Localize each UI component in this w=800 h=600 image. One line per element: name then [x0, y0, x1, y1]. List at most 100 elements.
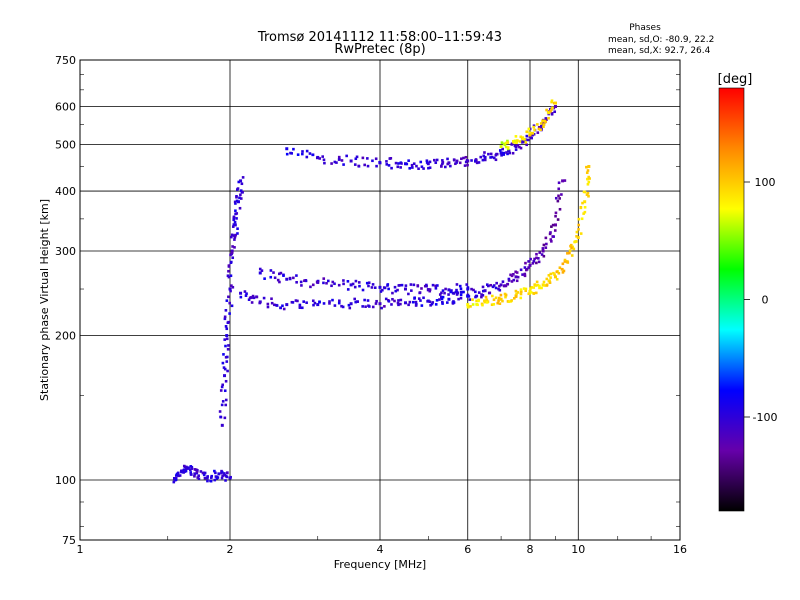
data-point [506, 152, 509, 156]
data-point [441, 295, 445, 299]
data-point [357, 164, 360, 168]
data-point [368, 305, 371, 308]
data-point [379, 290, 383, 293]
data-point [326, 279, 330, 283]
data-point [472, 288, 475, 292]
data-point [528, 292, 531, 295]
data-point [316, 303, 320, 307]
data-point [383, 286, 387, 290]
data-point [487, 152, 490, 156]
data-point [440, 297, 444, 301]
data-point [510, 280, 514, 283]
data-point [557, 181, 561, 185]
data-point [384, 297, 388, 301]
data-point [506, 141, 510, 144]
data-point [534, 291, 538, 295]
data-point [232, 215, 236, 219]
data-point [586, 177, 589, 181]
data-point [514, 275, 518, 279]
data-point [538, 284, 541, 288]
data-point [487, 291, 491, 295]
data-point [479, 155, 483, 159]
data-point [499, 145, 503, 149]
data-point [447, 288, 451, 292]
data-point [427, 166, 430, 170]
data-point [234, 202, 237, 205]
data-point [417, 297, 421, 300]
data-point [432, 158, 436, 162]
data-point [539, 128, 542, 131]
data-point [455, 293, 459, 296]
data-point [383, 305, 386, 308]
data-point [361, 156, 365, 160]
data-point [393, 299, 396, 303]
data-point [576, 236, 580, 240]
data-point [556, 199, 560, 203]
data-point [221, 474, 224, 478]
data-point [519, 288, 523, 291]
data-point [225, 337, 229, 341]
data-point [269, 275, 273, 279]
data-point [225, 327, 229, 331]
data-point [524, 261, 527, 265]
data-point [519, 296, 523, 300]
data-point [409, 283, 413, 286]
data-point [373, 286, 377, 289]
data-point [516, 275, 520, 279]
data-point [541, 283, 545, 287]
data-point [462, 156, 465, 160]
data-point [291, 301, 295, 304]
data-point [550, 240, 553, 243]
data-point [255, 295, 259, 299]
data-point [435, 158, 439, 162]
x-axis-ticks: 1 2 4 6 8 10 16 [77, 536, 687, 556]
data-point [414, 304, 418, 307]
data-point [223, 315, 227, 319]
data-point [226, 355, 229, 359]
data-point [428, 288, 432, 291]
data-point [500, 153, 503, 157]
data-point [553, 101, 557, 105]
data-point [561, 179, 565, 183]
data-point [501, 299, 504, 303]
data-point [302, 300, 306, 303]
y-axis-label: Stationary phase Virtual Height [km] [38, 199, 51, 401]
data-point [558, 197, 561, 200]
data-point [498, 284, 501, 288]
data-point [364, 305, 367, 308]
data-point [300, 306, 304, 310]
data-point [554, 211, 558, 215]
data-point [333, 304, 337, 307]
data-point [270, 297, 273, 301]
data-point [476, 303, 479, 307]
data-point [428, 160, 432, 164]
data-point [471, 298, 474, 301]
data-point [227, 344, 230, 347]
data-point [193, 474, 196, 478]
data-point [483, 300, 487, 304]
data-point [374, 157, 378, 161]
data-point [229, 253, 232, 257]
data-point [385, 160, 388, 163]
data-point [525, 143, 528, 147]
data-point [489, 152, 493, 156]
data-point [223, 416, 227, 420]
data-point [311, 299, 315, 303]
data-point [532, 260, 536, 263]
data-point [519, 292, 523, 296]
data-point [190, 467, 194, 470]
data-point [371, 283, 375, 286]
data-point [481, 158, 485, 162]
data-point [386, 283, 390, 286]
data-point [231, 225, 235, 228]
data-point [387, 287, 390, 291]
data-point [223, 317, 227, 321]
data-point [459, 287, 463, 291]
data-point [552, 106, 556, 110]
data-point [273, 303, 276, 307]
y-tick-label: 600 [55, 101, 76, 114]
data-point [520, 137, 524, 140]
data-point [541, 249, 545, 253]
data-point [367, 284, 370, 288]
data-point [565, 260, 569, 264]
